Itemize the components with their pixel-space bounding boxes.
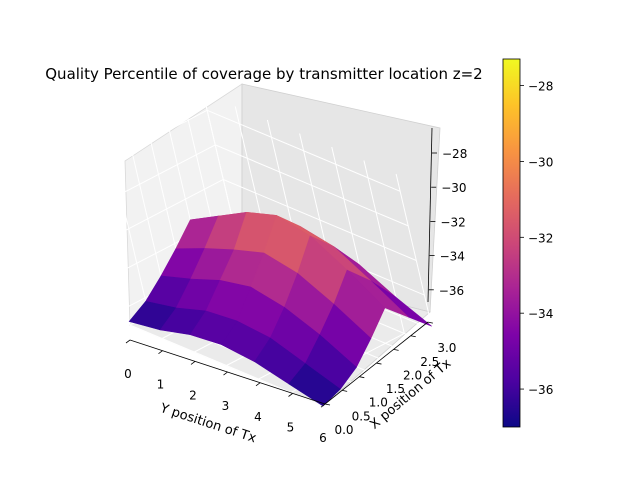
y-tick bbox=[125, 339, 131, 344]
colorbar-tick-label: −36 bbox=[528, 383, 553, 397]
x-tick-label: 0.5 bbox=[352, 409, 371, 423]
x-tick-label: 1.0 bbox=[369, 396, 388, 410]
surface-patch bbox=[288, 363, 341, 407]
colorbar-tick-label: −30 bbox=[528, 155, 553, 169]
y-tick-label: 5 bbox=[287, 421, 295, 435]
colorbar: −28 −30 −32 −34 −36 bbox=[502, 58, 553, 428]
colorbar-ticks: −28 −30 −32 −34 −36 bbox=[520, 80, 553, 397]
y-tick-label: 0 bbox=[124, 367, 132, 381]
z-tick-label: −28 bbox=[442, 147, 467, 161]
y-tick bbox=[255, 382, 261, 387]
y-tick bbox=[320, 403, 326, 408]
y-tick bbox=[223, 371, 228, 376]
side-gridline bbox=[93, 109, 208, 170]
z-tick-label: −36 bbox=[439, 284, 464, 298]
x-tick-label: 3.0 bbox=[437, 341, 456, 355]
colorbar-tick-label: −28 bbox=[528, 80, 553, 94]
z-tick-label: −32 bbox=[440, 215, 465, 229]
y-tick-label: 6 bbox=[319, 431, 327, 445]
colorbar-gradient bbox=[502, 58, 521, 428]
y-axis-line bbox=[129, 339, 326, 405]
z-tick-label: −34 bbox=[440, 250, 465, 264]
back-gridline bbox=[223, 179, 417, 261]
y-axis-label: Y position of Tx bbox=[157, 401, 258, 447]
colorbar-tick-label: −34 bbox=[528, 307, 553, 321]
chart-title: Quality Percentile of coverage by transm… bbox=[45, 65, 482, 83]
y-tick bbox=[288, 393, 293, 397]
colorbar-tick-label: −32 bbox=[528, 231, 553, 245]
y-tick-label: 2 bbox=[189, 388, 197, 402]
z-axis-line bbox=[427, 127, 433, 303]
x-tick bbox=[359, 376, 365, 379]
y-tick bbox=[158, 350, 163, 355]
x-tick bbox=[376, 362, 382, 365]
back-gridline bbox=[206, 109, 401, 192]
back-gridline bbox=[215, 144, 409, 227]
axis-ticks: 0 1 2 3 4 5 6 0.00.51.01.52.02.53.0 −28 −30 −32 −34… bbox=[124, 147, 467, 445]
x-tick-label: 2.0 bbox=[403, 368, 422, 382]
x-tick bbox=[410, 335, 416, 338]
y-tick-label: 4 bbox=[254, 410, 262, 424]
x-tick bbox=[342, 389, 348, 392]
x-tick bbox=[324, 403, 331, 406]
x-tick bbox=[393, 349, 399, 351]
side-gridline bbox=[101, 144, 216, 205]
x-tick-label: 2.5 bbox=[420, 355, 439, 369]
y-tick bbox=[190, 361, 196, 365]
side-gridline bbox=[109, 179, 224, 239]
x-tick bbox=[427, 321, 433, 324]
x-tick-label: 1.5 bbox=[386, 382, 405, 396]
z-tick-label: −30 bbox=[441, 181, 466, 195]
y-tick-label: 1 bbox=[157, 378, 165, 392]
y-tick-label: 3 bbox=[222, 399, 230, 413]
surface-mesh bbox=[128, 211, 432, 407]
x-tick-label: 0.0 bbox=[334, 423, 353, 437]
